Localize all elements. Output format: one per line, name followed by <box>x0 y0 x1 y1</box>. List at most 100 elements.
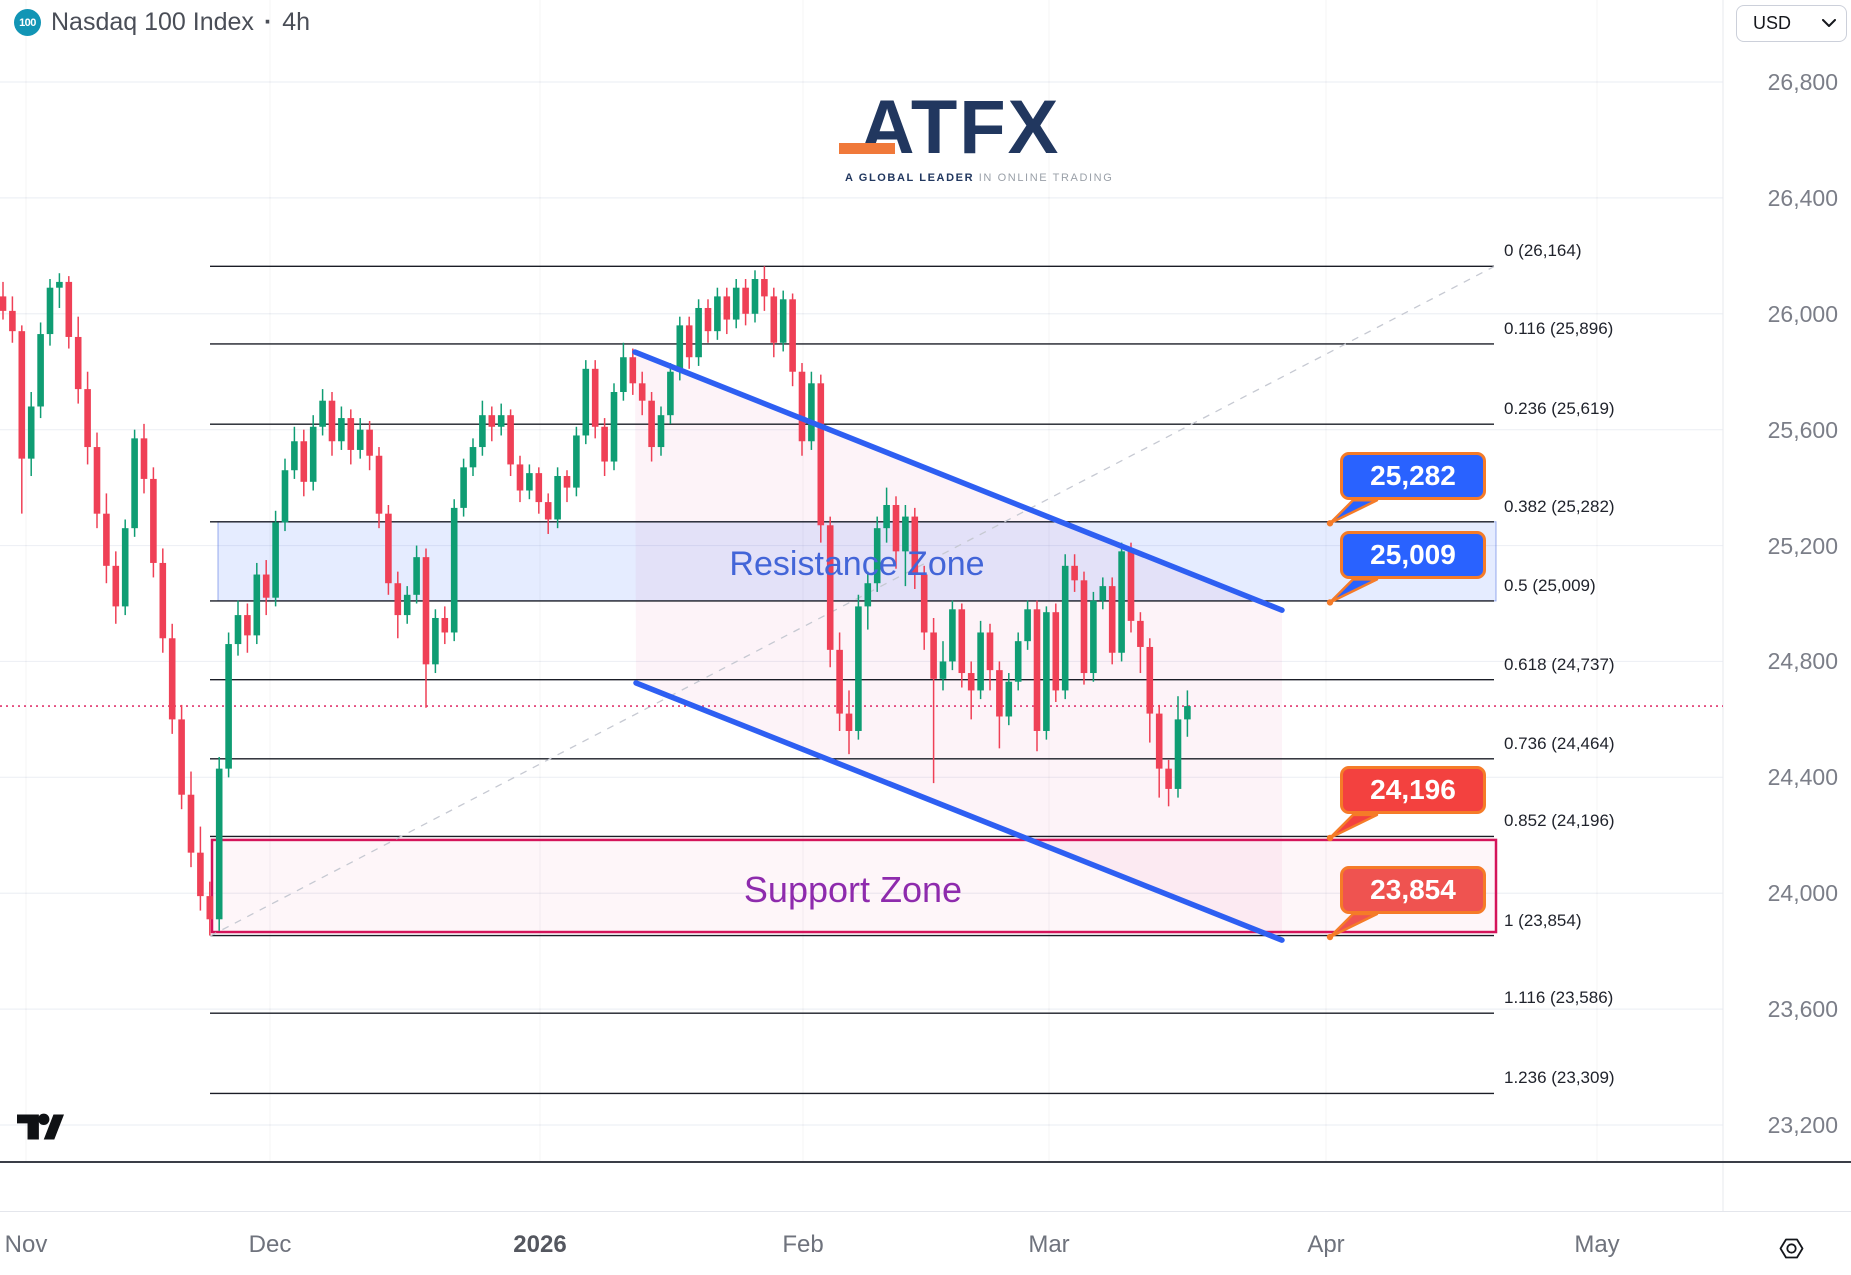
candle-body <box>977 632 984 691</box>
candle-body <box>366 429 373 456</box>
candle-body <box>864 583 872 607</box>
chart-bottom-border <box>0 1161 1851 1163</box>
candle-body <box>704 307 712 332</box>
candle-body <box>761 279 768 297</box>
candle-body <box>328 400 336 442</box>
title-separator: · <box>263 8 273 36</box>
candle-body <box>544 502 552 520</box>
candle-body <box>1024 609 1031 642</box>
candle-body <box>573 435 580 488</box>
candle-body <box>375 455 383 514</box>
candle-body <box>902 516 909 552</box>
time-axis-label: 2026 <box>513 1231 567 1258</box>
candle-body <box>883 504 890 529</box>
price-bubble-25282[interactable]: 25,282 <box>1340 451 1486 500</box>
candle-body <box>121 528 129 607</box>
candle-body <box>187 794 195 853</box>
candle-body <box>338 418 345 442</box>
candle-body <box>1014 641 1022 682</box>
candle-body <box>65 281 73 337</box>
candle-body <box>1127 551 1135 621</box>
candle-body <box>300 441 308 482</box>
price-axis-label: 25,200 <box>1767 532 1838 559</box>
candle-body <box>1033 609 1041 731</box>
candle-body <box>234 615 242 645</box>
fib-level-label: 0.5 (25,009) <box>1504 575 1596 595</box>
fib-retracement-lines[interactable] <box>210 265 1494 1095</box>
candle-body <box>1184 706 1191 720</box>
candle-body <box>770 296 778 343</box>
candle-body <box>751 279 759 314</box>
candle-body <box>676 325 684 372</box>
time-axis-label: Mar <box>1028 1231 1070 1258</box>
candle-body <box>1052 612 1060 691</box>
candle-body <box>131 438 138 529</box>
price-bubble-25009[interactable]: 25,009 <box>1340 530 1486 579</box>
candle-body <box>930 632 937 679</box>
parallel-channel-lines[interactable] <box>632 349 1285 943</box>
time-axis-label: Feb <box>782 1231 824 1258</box>
candle-body <box>479 415 486 448</box>
candle-body <box>516 464 524 491</box>
candle-body <box>450 507 458 633</box>
currency-select[interactable]: USD <box>1736 5 1847 42</box>
price-axis-label: 25,600 <box>1767 416 1838 443</box>
candle-body <box>591 368 599 427</box>
candle-body <box>855 606 862 731</box>
candle-body <box>84 389 91 448</box>
price-bubble-23854[interactable]: 23,854 <box>1340 865 1486 914</box>
candle-body <box>272 522 279 598</box>
candle-body <box>0 296 7 311</box>
candle-body <box>215 768 223 920</box>
candle-body <box>638 383 646 401</box>
candle-body <box>986 632 994 671</box>
candle-body <box>507 415 514 465</box>
candles[interactable] <box>0 266 1191 936</box>
fib-level-label: 0.116 (25,896) <box>1504 318 1614 338</box>
candle-body <box>817 383 825 526</box>
tradingview-logo[interactable] <box>17 1109 64 1145</box>
candle-body <box>37 334 44 407</box>
price-bubble-24196[interactable]: 24,196 <box>1340 766 1486 815</box>
candle-body <box>996 670 1003 717</box>
candle-body <box>291 441 298 471</box>
candle-body <box>93 447 101 514</box>
price-axis-label: 23,600 <box>1767 996 1838 1023</box>
candle-body <box>27 406 35 459</box>
candle-body <box>356 429 364 450</box>
bubble-tails <box>1326 499 1379 941</box>
candle-body <box>732 287 740 320</box>
price-axis-label: 24,400 <box>1767 764 1838 791</box>
candle-body <box>9 310 16 332</box>
candle-body <box>168 638 176 720</box>
fib-dashed-trendline[interactable] <box>209 265 1495 937</box>
candle-body <box>695 307 702 358</box>
candle-body <box>309 426 317 482</box>
candle-body <box>112 565 120 607</box>
time-axis-label: Apr <box>1307 1231 1345 1258</box>
candle-body <box>197 852 204 897</box>
candle-body <box>159 562 167 639</box>
candle-body <box>742 287 749 314</box>
candle-body <box>714 296 721 332</box>
candle-body <box>1155 713 1163 769</box>
candle-body <box>958 609 966 674</box>
candle-body <box>1137 620 1144 647</box>
candle-body <box>253 574 261 636</box>
candle-body <box>1146 646 1154 714</box>
candle-body <box>620 357 627 393</box>
candle-body <box>469 447 477 468</box>
gear-icon[interactable] <box>1778 1235 1805 1262</box>
candle-body <box>150 478 157 563</box>
candle-body <box>779 299 787 343</box>
symbol-title: Nasdaq 100 Index <box>51 8 254 36</box>
price-axis-label: 26,800 <box>1767 69 1838 95</box>
candle-body <box>206 896 214 920</box>
support-zone-rect[interactable] <box>210 838 1498 934</box>
candle-body <box>46 287 54 335</box>
candle-body <box>1080 580 1088 674</box>
candle-body <box>488 415 496 427</box>
resistance-zone-rect[interactable] <box>217 521 1497 602</box>
